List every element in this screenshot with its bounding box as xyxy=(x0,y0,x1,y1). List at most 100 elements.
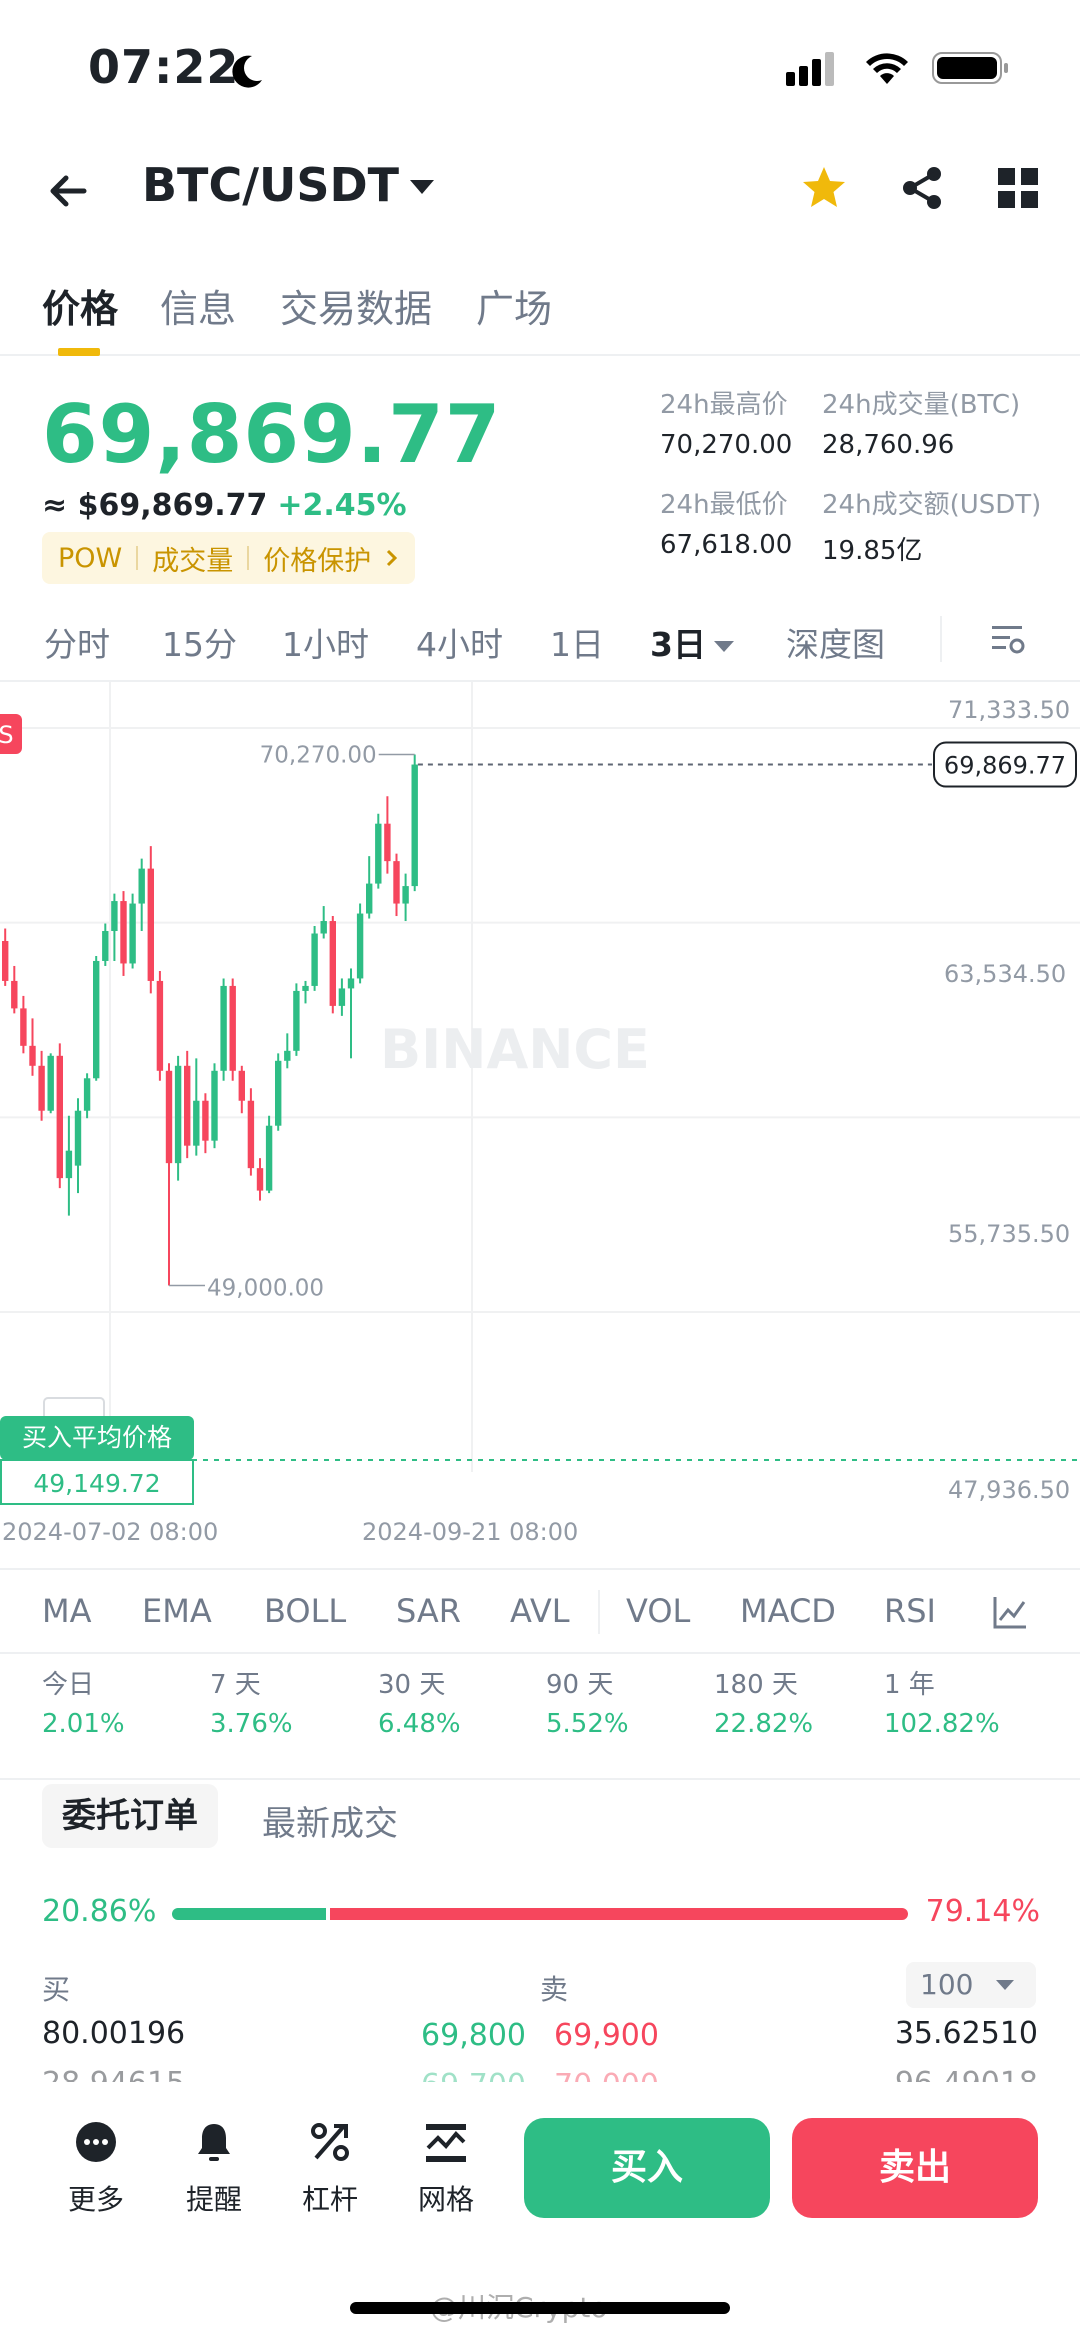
perf-30d: 30 天 6.48% xyxy=(378,1664,461,1739)
tab-order-book[interactable]: 委托订单 xyxy=(42,1784,218,1848)
indicator-macd[interactable]: MACD xyxy=(740,1592,836,1630)
orderbook-header: 买 卖 100 xyxy=(0,1962,1080,2012)
tab-square[interactable]: 广场 xyxy=(476,287,553,331)
price-chart[interactable]: BINANCE 70,270.00 49,000.00 69,869.77 买入平均价格… xyxy=(0,680,1080,1550)
tab-trading-data[interactable]: 交易数据 xyxy=(280,287,433,331)
bid-column-label: 买 xyxy=(42,1973,71,2006)
watermark-logo: BINANCE xyxy=(380,1018,650,1081)
back-arrow-icon[interactable] xyxy=(44,166,94,216)
tag-separator xyxy=(136,546,139,570)
indicator-settings-icon[interactable] xyxy=(990,1592,1030,1632)
perf-value: 5.52% xyxy=(546,1709,629,1739)
candle-body xyxy=(83,1078,91,1111)
volume-usdt-value: 19.85亿 xyxy=(822,536,923,566)
candle-body xyxy=(256,1168,264,1191)
sell-ratio-bar xyxy=(330,1908,908,1920)
tf-divider xyxy=(940,616,942,662)
pair-title[interactable]: BTC/USDT xyxy=(142,158,400,212)
candle-body xyxy=(111,901,118,932)
perf-label: 7 天 xyxy=(210,1670,261,1700)
margin-button[interactable]: 杠杆 xyxy=(280,2118,380,2218)
price-sub: ≈ $69,869.77 +2.45% xyxy=(42,488,407,523)
ask-price: 69,900 xyxy=(554,2018,659,2053)
candle-body xyxy=(129,903,136,964)
alert-button[interactable]: 提醒 xyxy=(164,2118,264,2218)
candle-body xyxy=(120,901,127,964)
perf-180d: 180 天 22.82% xyxy=(714,1664,813,1739)
home-indicator[interactable] xyxy=(350,2302,730,2314)
buy-button[interactable]: 买入 xyxy=(524,2118,770,2218)
last-price: 69,869.77 xyxy=(42,388,502,481)
tf-15m[interactable]: 15分 xyxy=(162,625,237,664)
tf-1h[interactable]: 1小时 xyxy=(282,625,369,664)
candle-body xyxy=(74,1110,82,1166)
battery-icon xyxy=(932,52,1008,84)
y-tick-label: 63,534.50 xyxy=(944,960,1067,988)
candle-body xyxy=(156,980,164,1071)
tab-info[interactable]: 信息 xyxy=(160,287,237,331)
share-icon[interactable] xyxy=(898,164,946,212)
favorite-star-icon[interactable] xyxy=(800,164,848,212)
volume-btc-value: 28,760.96 xyxy=(822,430,955,460)
indicator-bar: MA EMA BOLL SAR AVL VOL MACD RSI xyxy=(0,1568,1080,1654)
tf-1d[interactable]: 1日 xyxy=(550,625,604,664)
candlestick-chart[interactable]: BINANCE 70,270.00 49,000.00 69,869.77 买入平均价格… xyxy=(0,682,1080,1552)
x-tick-label: 2024-09-21 08:00 xyxy=(362,1518,579,1546)
tab-recent-trades[interactable]: 最新成交 xyxy=(262,1804,398,1844)
bell-icon xyxy=(198,2124,230,2161)
grid-button[interactable]: 网格 xyxy=(396,2118,496,2218)
tf-3d[interactable]: 3日 xyxy=(650,618,734,666)
more-button[interactable]: 更多 xyxy=(46,2118,146,2218)
sell-button[interactable]: 卖出 xyxy=(792,2118,1038,2218)
indicator-rsi[interactable]: RSI xyxy=(884,1592,936,1630)
current-price-tag xyxy=(933,741,1077,788)
candle-body xyxy=(211,1070,218,1141)
nav-bar: BTC/USDT xyxy=(0,150,1080,230)
candle-body xyxy=(293,990,300,1051)
alert-label: 提醒 xyxy=(185,2183,242,2216)
tab-price[interactable]: 价格 xyxy=(42,287,119,331)
y-tick-label: 71,333.50 xyxy=(948,696,1071,724)
percent-icon xyxy=(311,2123,349,2161)
tag-volume[interactable]: 成交量 xyxy=(152,545,234,577)
tag-strip[interactable]: POW 成交量 价格保护 xyxy=(42,532,416,584)
candle-body xyxy=(338,988,346,1006)
status-bar: 07:22 xyxy=(0,0,1080,140)
indicator-ema[interactable]: EMA xyxy=(142,1592,212,1630)
chart-settings-icon[interactable] xyxy=(988,620,1028,660)
indicator-vol[interactable]: VOL xyxy=(626,1592,691,1630)
status-icons xyxy=(786,50,1010,86)
tf-time-share[interactable]: 分时 xyxy=(44,625,110,664)
candle-body xyxy=(147,868,154,981)
sell-marker-label: S xyxy=(0,721,14,749)
orderbook-row[interactable]: 80.00196 69,800 69,900 35.62510 xyxy=(0,2016,1080,2060)
indicator-boll[interactable]: BOLL xyxy=(264,1592,347,1630)
candle-body xyxy=(93,960,100,1079)
candle-body xyxy=(102,931,109,961)
candle-body xyxy=(320,921,327,934)
more-icon xyxy=(76,2122,116,2162)
tf-depth[interactable]: 深度图 xyxy=(786,625,885,664)
low-24h-value: 67,618.00 xyxy=(660,530,793,560)
volume-btc-label: 24h成交量(BTC) xyxy=(822,390,1021,420)
pair-dropdown-icon[interactable] xyxy=(410,180,434,194)
candle-body xyxy=(375,823,382,884)
low-marker-label: 49,000.00 xyxy=(207,1275,324,1301)
indicator-avl[interactable]: AVL xyxy=(510,1592,570,1630)
status-time: 07:22 xyxy=(88,40,240,94)
depth-select[interactable]: 100 xyxy=(906,1962,1036,2008)
indicator-ma[interactable]: MA xyxy=(42,1592,92,1630)
grid-menu-icon[interactable] xyxy=(996,166,1040,210)
tf-4h[interactable]: 4小时 xyxy=(416,625,503,664)
tag-separator xyxy=(247,546,250,570)
candle-body xyxy=(311,933,318,986)
candle-body xyxy=(65,1150,73,1179)
perf-value: 22.82% xyxy=(714,1709,814,1739)
tag-price-protection[interactable]: 价格保护 xyxy=(263,545,372,577)
cellular-signal-icon xyxy=(786,52,834,86)
indicator-sar[interactable]: SAR xyxy=(396,1592,462,1630)
low-24h-label: 24h最低价 xyxy=(660,490,788,520)
grid-trading-icon xyxy=(426,2124,466,2162)
perf-value: 6.48% xyxy=(378,1709,461,1739)
tag-pow[interactable]: POW xyxy=(58,542,123,574)
